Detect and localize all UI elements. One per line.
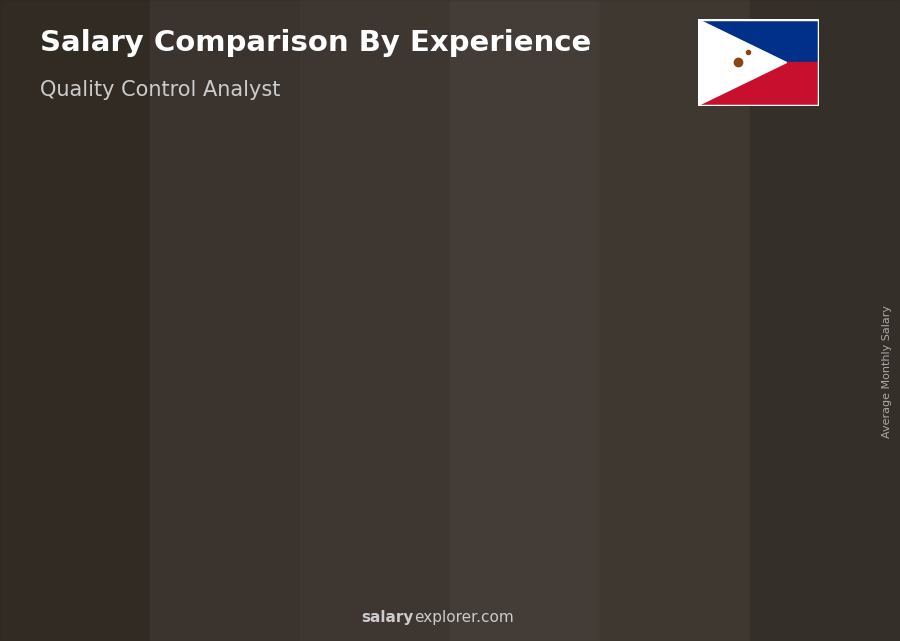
Text: +nan%: +nan% [261,378,338,397]
Bar [219,477,298,564]
Bar [91,511,170,564]
Bar [219,477,298,479]
Text: +nan%: +nan% [133,428,210,447]
Text: 0 USD: 0 USD [238,460,279,473]
Text: explorer.com: explorer.com [414,610,514,625]
Bar [671,326,681,564]
Text: salary: salary [362,610,414,625]
Text: Salary Comparison By Experience: Salary Comparison By Experience [40,29,592,57]
Bar [289,477,298,564]
Text: 0 USD: 0 USD [749,256,789,269]
Text: Average Monthly Salary: Average Monthly Salary [881,305,892,438]
Text: +nan%: +nan% [389,336,465,354]
Bar [698,19,819,62]
Text: +nan%: +nan% [517,278,593,297]
Bar [450,0,600,641]
FancyArrowPatch shape [715,245,763,263]
FancyArrowPatch shape [331,399,380,417]
Polygon shape [698,19,787,106]
Bar [0,0,150,641]
Bar [600,0,750,641]
Bar [300,0,450,641]
Text: 0 USD: 0 USD [493,367,535,380]
Bar [150,0,300,641]
Bar [91,511,170,513]
Bar [474,384,554,564]
Text: Quality Control Analyst: Quality Control Analyst [40,80,281,100]
Bar [346,426,426,564]
FancyArrowPatch shape [459,356,508,374]
FancyArrowPatch shape [587,298,635,316]
Bar [544,384,554,564]
Text: +nan%: +nan% [644,224,721,244]
Bar [730,272,809,281]
FancyArrowPatch shape [203,449,252,467]
Text: 0 USD: 0 USD [365,410,407,422]
Bar [730,272,809,564]
Bar [416,426,426,564]
Bar [346,426,426,431]
Bar [602,326,681,333]
Bar [474,384,554,389]
Bar [161,511,170,564]
Text: 0 USD: 0 USD [621,309,662,322]
Bar [750,0,900,641]
Bar [698,62,819,106]
Bar [799,272,809,564]
Bar [602,326,681,564]
Text: 0 USD: 0 USD [111,494,151,508]
